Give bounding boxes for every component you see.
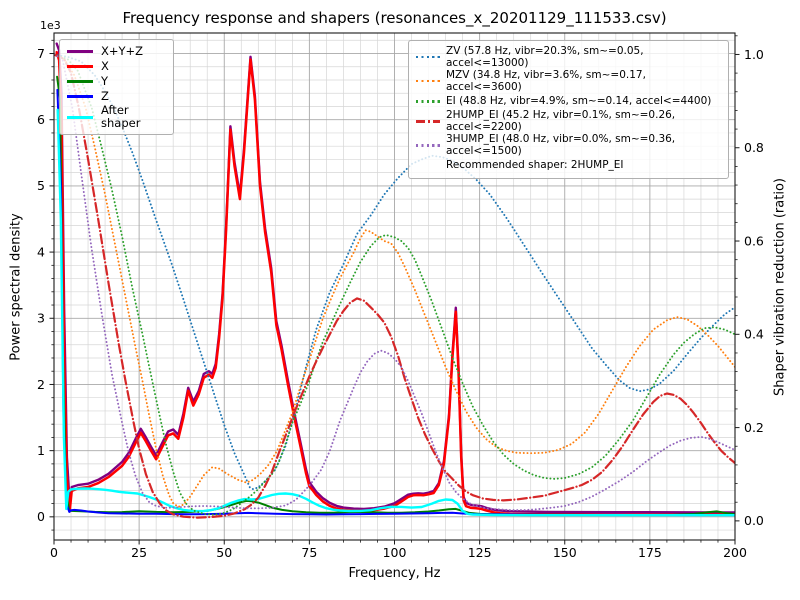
y-left-tick-label: 3 — [37, 311, 45, 326]
legend-shaper-marker-1 — [416, 79, 440, 83]
legend-psd-marker-0 — [67, 50, 93, 53]
series-3hump-ei — [54, 53, 735, 512]
series-zv — [54, 53, 735, 491]
x-tick-label: 150 — [553, 545, 577, 560]
y-right-tick-label: 0.2 — [744, 420, 764, 435]
x-tick-label: 125 — [468, 545, 492, 560]
y-right-tick-label: 0.8 — [744, 140, 764, 155]
legend-psd-label-3: Z — [101, 88, 109, 103]
series-after-shaper — [56, 108, 735, 517]
legend-shapers: ZV (57.8 Hz, vibr=20.3%, sm~=0.05, accel… — [408, 40, 729, 179]
y-left-tick-label: 6 — [37, 112, 45, 127]
series-group — [54, 42, 735, 519]
legend-shaper-label-4: 3HUMP_EI (48.0 Hz, vibr=0.0%, sm~=0.36, … — [446, 133, 676, 158]
y-right-tick-label: 0.0 — [744, 513, 764, 528]
y-left-tick-label: 0 — [37, 509, 45, 524]
axis-offset-text: 1e3 — [40, 19, 61, 32]
legend-shaper-item-0: ZV (57.8 Hz, vibr=20.3%, sm~=0.05, accel… — [416, 45, 721, 69]
legend-psd-label-4: After shaper — [101, 103, 141, 131]
x-tick-label: 25 — [131, 545, 147, 560]
x-axis-label: Frequency, Hz — [348, 566, 441, 581]
y-left-tick-label: 5 — [37, 178, 45, 193]
legend-psd-item-2: Y — [67, 74, 166, 89]
legend-psd-label-2: Y — [101, 73, 109, 88]
x-tick-label: 175 — [638, 545, 662, 560]
x-tick-label: 200 — [723, 545, 747, 560]
legend-shaper-item-4: 3HUMP_EI (48.0 Hz, vibr=0.0%, sm~=0.36, … — [416, 133, 721, 157]
series-2hump-ei — [54, 53, 735, 519]
y-left-tick-label: 7 — [37, 46, 45, 61]
y-left-tick-label: 1 — [37, 443, 45, 458]
legend-shaper-label-2: EI (48.8 Hz, vibr=4.9%, sm~=0.14, accel<… — [446, 95, 712, 108]
legend-psd-marker-4 — [67, 115, 93, 119]
legend-shaper-marker-4 — [416, 144, 440, 147]
y-right-tick-label: 1.0 — [744, 47, 764, 62]
y-left-tick-label: 4 — [37, 244, 45, 259]
legend-shaper-item-1: MZV (34.8 Hz, vibr=3.6%, sm~=0.17, accel… — [416, 69, 721, 93]
legend-shaper-item-5: Recommended shaper: 2HUMP_EI — [416, 158, 721, 174]
y-right-tick-label: 0.4 — [744, 327, 764, 342]
y-axis-label-left: Power spectral density — [8, 213, 24, 361]
legend-psd-label-0: X+Y+Z — [101, 43, 144, 58]
legend-shaper-item-2: EI (48.8 Hz, vibr=4.9%, sm~=0.14, accel<… — [416, 93, 721, 109]
legend-shaper-label-0: ZV (57.8 Hz, vibr=20.3%, sm~=0.05, accel… — [446, 45, 644, 70]
x-tick-label: 50 — [216, 545, 232, 560]
legend-shaper-marker-2 — [416, 100, 440, 103]
legend-shaper-label-1: MZV (34.8 Hz, vibr=3.6%, sm~=0.17, accel… — [446, 69, 646, 94]
x-tick-label: 75 — [301, 545, 317, 560]
x-tick-label: 100 — [383, 545, 407, 560]
x-tick-label: 0 — [50, 545, 58, 560]
legend-psd-marker-3 — [67, 95, 93, 98]
y-left-tick-label: 2 — [37, 377, 45, 392]
legend-psd: X+Y+Z X Y Z After shaper — [59, 39, 174, 136]
legend-shaper-label-3: 2HUMP_EI (45.2 Hz, vibr=0.1%, sm~=0.26, … — [446, 109, 676, 134]
legend-psd-item-1: X — [67, 59, 166, 74]
chart-title: Frequency response and shapers (resonanc… — [122, 9, 667, 27]
legend-shaper-label-5: Recommended shaper: 2HUMP_EI — [446, 159, 624, 172]
legend-psd-marker-2 — [67, 80, 93, 83]
legend-psd-item-0: X+Y+Z — [67, 44, 166, 59]
series-x — [55, 50, 735, 516]
legend-psd-item-3: Z — [67, 89, 166, 104]
y-axis-label-right: Shaper vibration reduction (ratio) — [772, 178, 788, 396]
series-mzv — [54, 53, 735, 508]
legend-shaper-marker-3 — [416, 120, 440, 123]
legend-psd-marker-1 — [67, 65, 93, 68]
legend-psd-label-1: X — [101, 58, 109, 73]
legend-psd-item-4: After shaper — [67, 103, 166, 131]
legend-shaper-item-3: 2HUMP_EI (45.2 Hz, vibr=0.1%, sm~=0.26, … — [416, 109, 721, 133]
legend-shaper-marker-0 — [416, 55, 440, 59]
y-right-tick-label: 0.6 — [744, 233, 764, 248]
